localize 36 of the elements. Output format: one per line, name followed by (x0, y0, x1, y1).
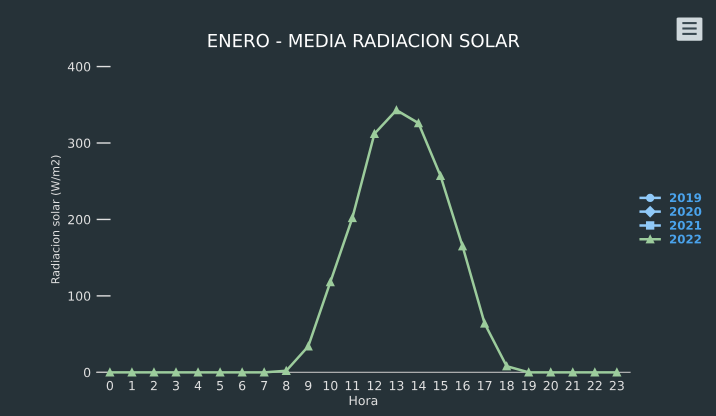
x-tick-label: 11 (346, 381, 360, 390)
legend-label: 2019 (670, 193, 702, 202)
y-tick-label: 100 (68, 291, 90, 301)
x-tick-label: 7 (261, 381, 268, 390)
legend-label: 2020 (670, 207, 702, 216)
x-tick-label: 3 (172, 380, 179, 390)
x-tick-label: 18 (500, 380, 514, 390)
chart-title: ENERO - MEDIA RADIACION SOLAR (208, 34, 520, 48)
x-tick-label: 16 (456, 380, 470, 390)
x-tick-label: 5 (217, 381, 223, 390)
legend-label: 2022 (670, 234, 701, 244)
x-tick-label: 1 (129, 381, 135, 390)
x-tick-label: 10 (324, 380, 338, 390)
x-tick-label: 19 (522, 380, 536, 390)
y-axis-title: Radiacion solar (W/m2) (50, 156, 61, 284)
x-tick-label: 20 (544, 380, 558, 390)
x-tick-label: 8 (283, 380, 290, 390)
x-tick-label: 2 (150, 380, 157, 390)
x-tick-label: 9 (305, 380, 312, 390)
x-tick-label: 13 (390, 380, 404, 390)
x-tick-label: 12 (368, 380, 382, 390)
x-tick-label: 15 (434, 381, 448, 390)
legend-label: 2021 (670, 220, 702, 230)
x-tick-label: 17 (478, 381, 492, 390)
x-tick-label: 23 (610, 380, 624, 390)
y-tick-label: 400 (68, 62, 90, 72)
y-tick-label: 0 (84, 368, 90, 378)
x-tick-label: 14 (412, 381, 426, 390)
x-tick-label: 22 (588, 380, 602, 390)
y-tick-label: 300 (68, 138, 90, 148)
x-tick-label: 21 (566, 380, 580, 390)
y-tick-label: 200 (68, 214, 90, 224)
x-tick-label: 4 (194, 381, 202, 390)
x-tick-label: 0 (106, 380, 114, 390)
x-axis-title: Hora (350, 396, 378, 406)
x-tick-label: 6 (239, 380, 246, 390)
